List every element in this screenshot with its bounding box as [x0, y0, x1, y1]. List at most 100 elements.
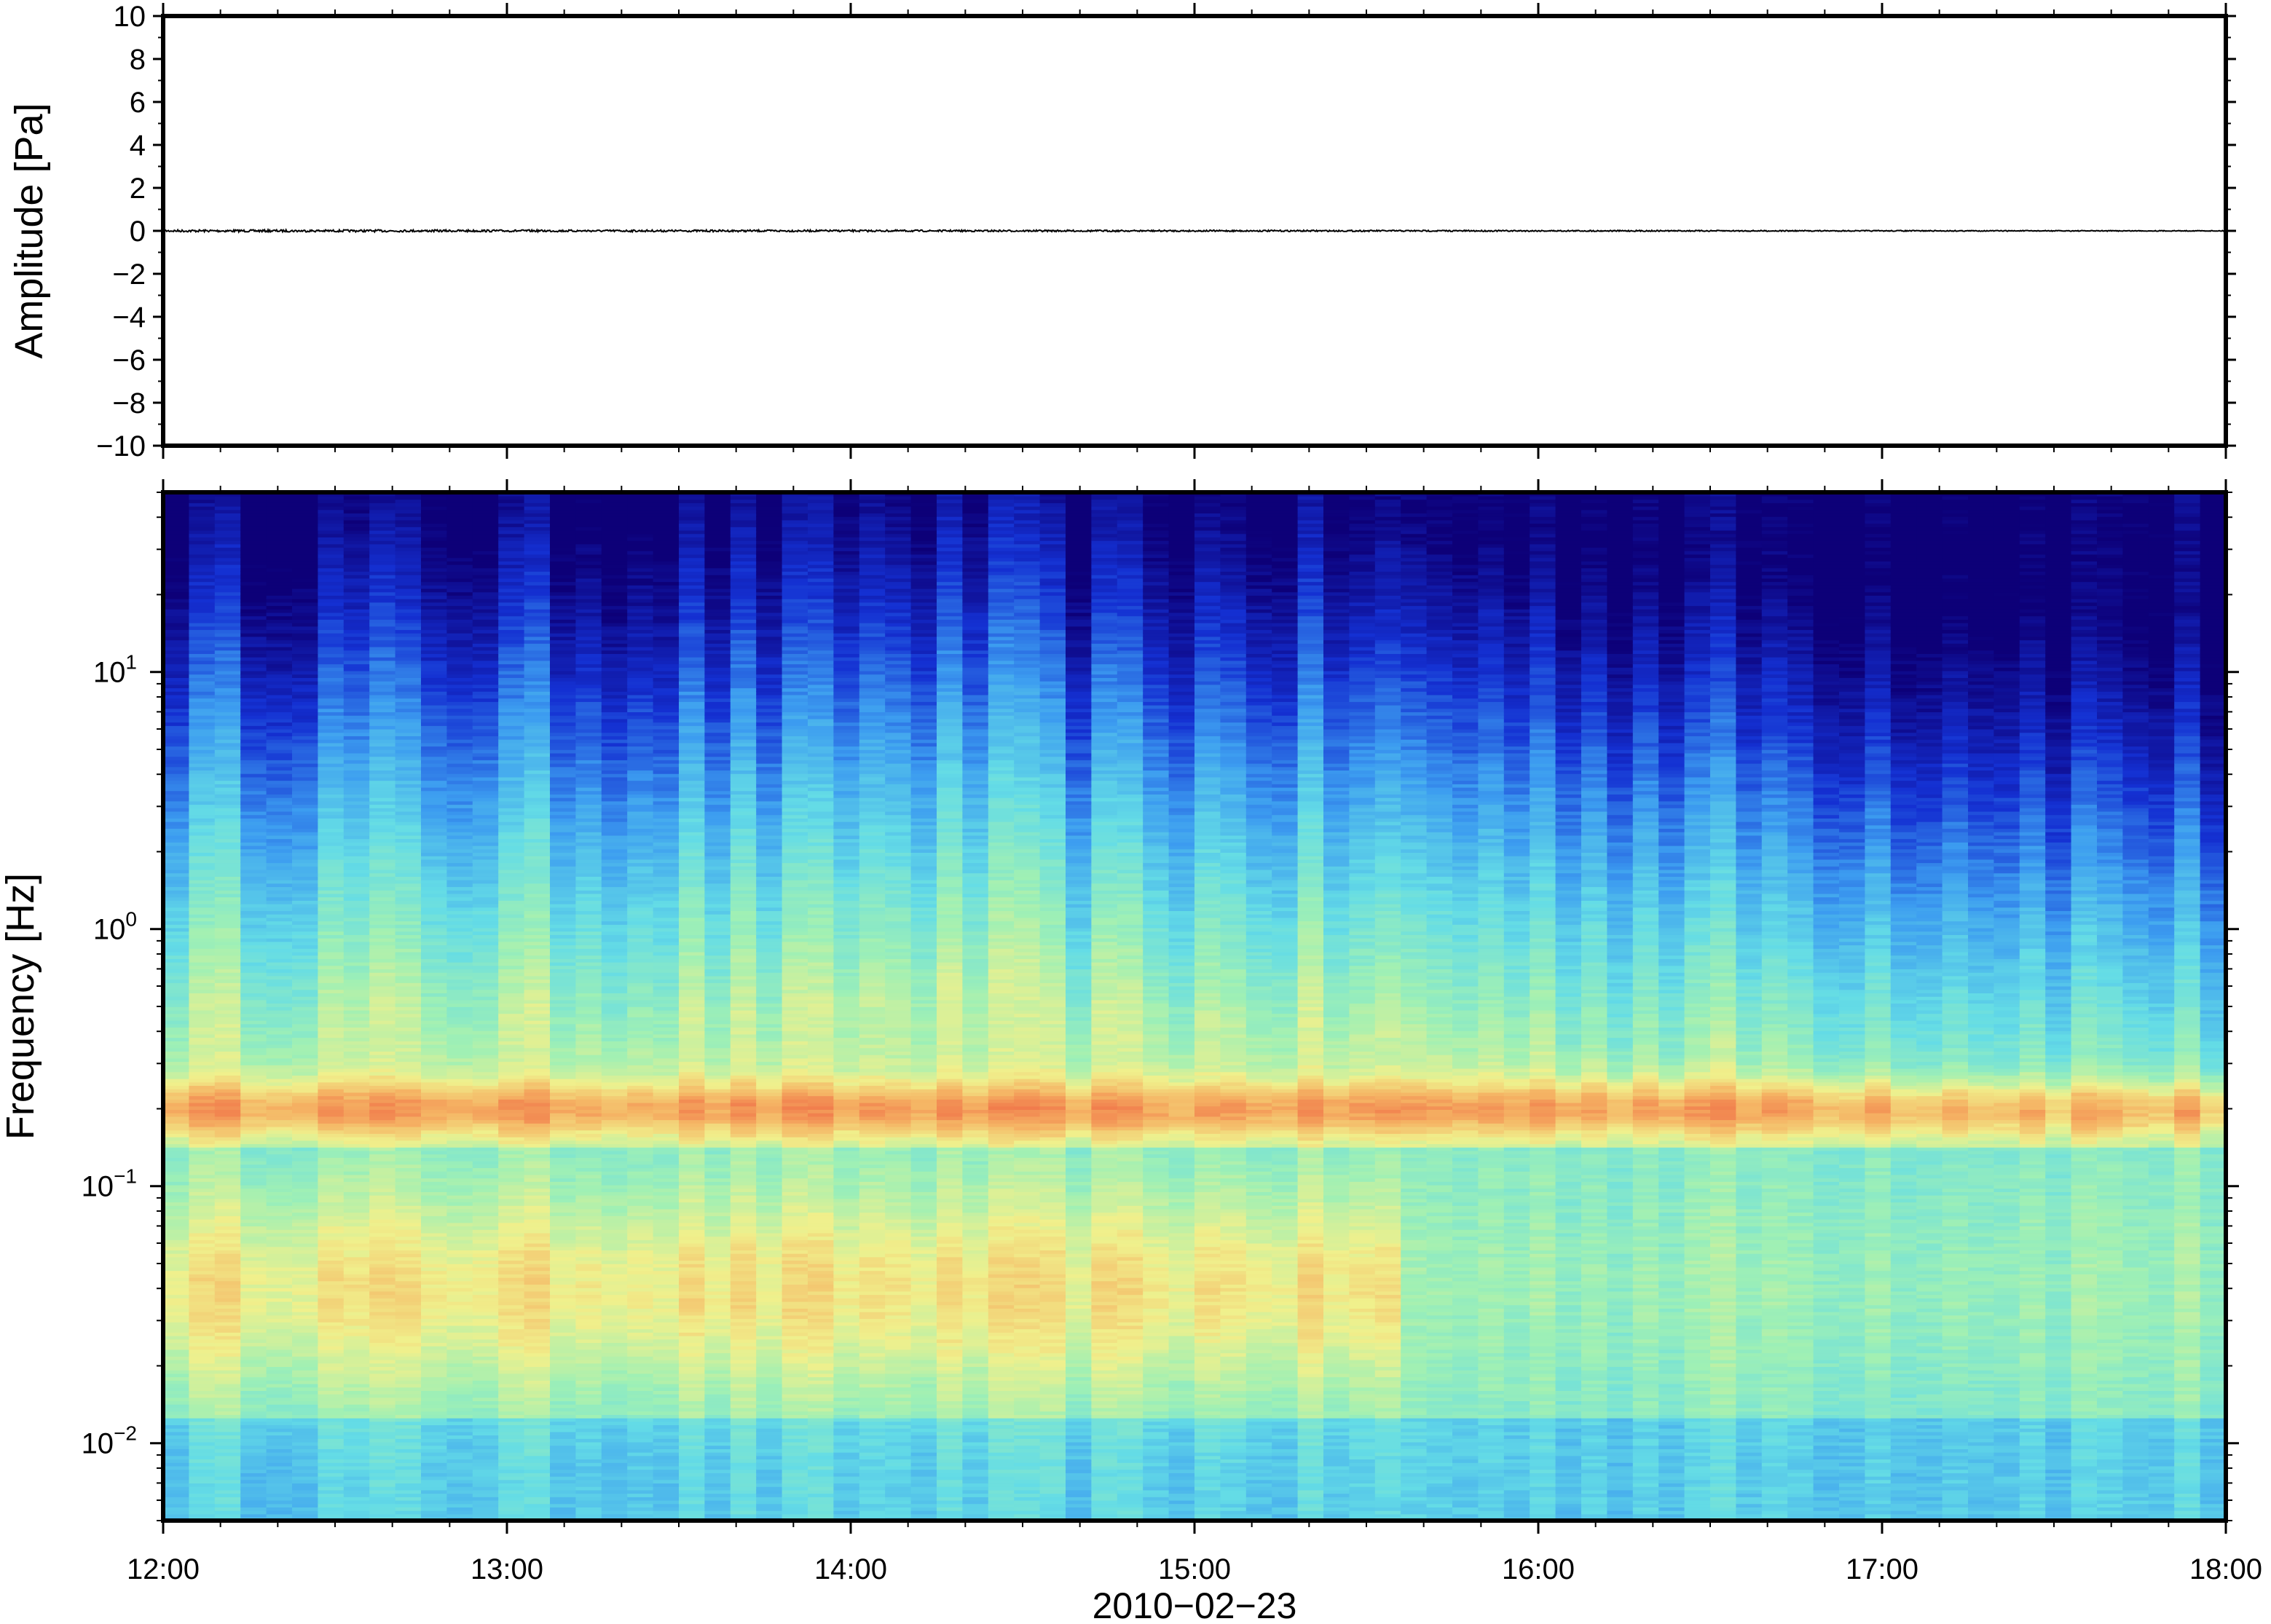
spectrogram-cell: [524, 945, 551, 949]
spectrogram-cell: [343, 1250, 370, 1254]
spectrogram-cell: [446, 1318, 473, 1323]
spectrogram-cell: [163, 1352, 190, 1357]
spectrogram-cell: [446, 1475, 473, 1481]
spectrogram-cell: [524, 684, 551, 689]
spectrogram-cell: [498, 760, 525, 764]
spectrogram-cell: [524, 1459, 551, 1463]
spectrogram-cell: [318, 690, 345, 695]
spectrogram-cell: [421, 1140, 448, 1145]
spectrogram-cell: [189, 947, 216, 953]
spectrogram-cell: [189, 872, 216, 877]
spectrogram-cell: [421, 1314, 448, 1320]
spectrogram-cell: [214, 1020, 241, 1025]
spectrogram-cell: [343, 1030, 370, 1035]
spectrogram-cell: [421, 1116, 448, 1121]
spectrogram-cell: [472, 859, 499, 864]
spectrogram-cell: [214, 680, 241, 685]
spectrogram-cell: [421, 961, 448, 966]
spectrogram-cell: [240, 1236, 267, 1240]
spectrogram-cell: [343, 505, 370, 511]
spectrogram-cell: [550, 564, 577, 569]
spectrogram-cell: [550, 1349, 577, 1354]
spectrogram-cell: [292, 1178, 319, 1182]
spectrogram-cell: [318, 540, 345, 545]
spectrogram-cell: [163, 999, 190, 1004]
spectrogram-cell: [240, 1085, 267, 1089]
spectrogram-cell: [395, 1123, 422, 1127]
spectrogram-cell: [395, 1088, 422, 1093]
spectrogram-cell: [446, 824, 473, 829]
spectrogram-cell: [343, 749, 370, 754]
spectrogram-cell: [446, 629, 473, 634]
spectrogram-cell: [472, 1318, 499, 1323]
spectrogram-cell: [524, 1194, 551, 1199]
spectrogram-cell: [472, 609, 499, 613]
spectrogram-cell: [369, 656, 396, 661]
spectrogram-cell: [318, 1212, 345, 1216]
spectrogram-cell: [189, 1009, 216, 1014]
spectrogram-cell: [472, 1126, 499, 1131]
spectrogram-cell: [498, 1009, 525, 1014]
spectrogram-cell: [472, 1397, 499, 1402]
spectrogram-cell: [472, 1503, 499, 1507]
spectrogram-cell: [343, 1318, 370, 1323]
spectrogram-cell: [189, 1105, 216, 1110]
spectrogram-cell: [472, 1027, 499, 1031]
spectrogram-cell: [575, 1497, 602, 1501]
spectrogram-cell: [446, 687, 473, 692]
waveform-y-tick-label: 8: [130, 44, 146, 76]
spectrogram-cell: [395, 1222, 422, 1227]
spectrogram-cell: [395, 543, 422, 548]
spectrogram-cell: [446, 1328, 473, 1333]
spectrogram-cell: [318, 886, 345, 891]
spectrogram-cell: [189, 1081, 216, 1087]
spectrogram-cell: [524, 1123, 551, 1127]
spectrogram-cell: [498, 567, 525, 572]
spectrogram-cell: [395, 1366, 422, 1371]
spectrogram-cell: [498, 766, 525, 771]
spectrogram-cell: [343, 1332, 370, 1336]
spectrogram-cell: [575, 1455, 602, 1460]
spectrogram-cell: [369, 1359, 396, 1364]
spectrogram-cell: [240, 519, 267, 524]
spectrogram-cell: [240, 1403, 267, 1408]
spectrogram-cell: [446, 1256, 473, 1261]
spectrogram-cell: [214, 1061, 241, 1065]
spectrogram-cell: [240, 955, 267, 959]
spectrogram-cell: [369, 876, 396, 880]
spectrogram-cell: [189, 502, 216, 507]
spectrogram-cell: [395, 1260, 422, 1264]
spectrogram-cell: [266, 502, 293, 507]
spectrogram-cell: [214, 557, 241, 561]
spectrogram-cell: [163, 746, 190, 750]
spectrogram-cell: [446, 756, 473, 760]
spectrogram-cell: [550, 1445, 577, 1449]
spectrogram-cell: [524, 1465, 551, 1470]
spectrogram-cell: [498, 742, 525, 747]
spectrogram-cell: [292, 752, 319, 757]
spectrogram-cell: [318, 824, 345, 829]
spectrogram-cell: [292, 1328, 319, 1333]
spectrogram-cell: [214, 800, 241, 805]
spectrogram-cell: [446, 996, 473, 1001]
spectrogram-cell: [292, 804, 319, 808]
spectrogram-cell: [421, 958, 448, 963]
spectrogram-cell: [472, 574, 499, 579]
spectrogram-cell: [318, 684, 345, 689]
spectrogram-cell: [214, 913, 241, 918]
spectrogram-cell: [498, 1483, 525, 1487]
spectrogram-cell: [343, 794, 370, 798]
spectrogram-cell: [163, 578, 190, 583]
spectrogram-cell: [214, 1047, 241, 1052]
spectrogram-cell: [369, 1431, 396, 1436]
spectrogram-cell: [318, 588, 345, 593]
spectrogram-cell: [498, 1383, 525, 1388]
spectrogram-cell: [189, 1451, 216, 1457]
spectrogram-cell: [524, 1027, 551, 1031]
spectrogram-cell: [395, 1369, 422, 1374]
spectrogram-cell: [369, 564, 396, 569]
spectrogram-cell: [395, 752, 422, 757]
spectrogram-cell: [524, 1212, 551, 1216]
spectrogram-cell: [163, 1421, 190, 1426]
spectrogram-cell: [395, 650, 422, 655]
